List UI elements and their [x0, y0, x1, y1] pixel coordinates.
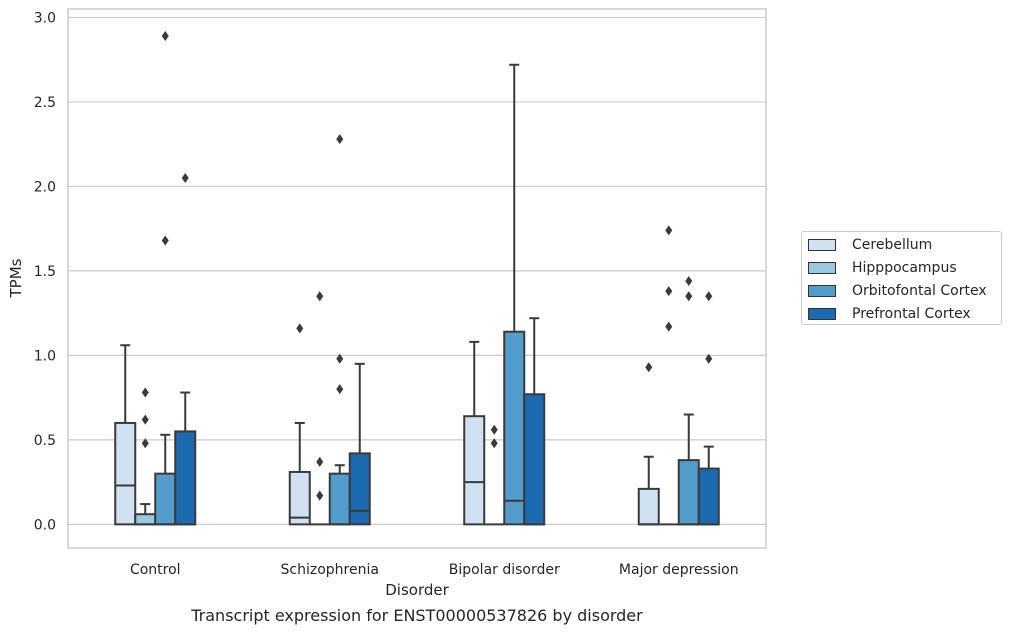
outlier-point	[161, 31, 169, 42]
box-1-0	[288, 323, 311, 526]
box-1-2	[328, 134, 351, 526]
outlier-point	[316, 291, 324, 302]
legend-label: Prefrontal Cortex	[852, 306, 971, 322]
outlier-point	[141, 438, 149, 449]
box	[134, 513, 157, 526]
y-tick-label: 1.5	[34, 264, 56, 280]
box-2-0	[463, 340, 486, 526]
outlier-point	[665, 286, 673, 297]
y-tick-label: 3.0	[34, 10, 56, 26]
outlier-point	[181, 172, 189, 183]
box-0-2	[154, 31, 177, 526]
outlier-point	[296, 323, 304, 334]
box-1-3	[348, 362, 371, 526]
box-groups	[114, 31, 720, 526]
box	[677, 459, 700, 526]
y-tick-label: 0.5	[34, 433, 56, 449]
outlier-point	[705, 353, 713, 364]
box	[503, 330, 526, 526]
outlier-point	[336, 134, 344, 145]
outlier-point	[490, 424, 498, 435]
box	[697, 467, 720, 526]
outlier-point	[316, 490, 324, 501]
x-tick-label: Bipolar disorder	[449, 562, 560, 578]
outlier-point	[336, 353, 344, 364]
box-0-3	[174, 172, 197, 526]
box-3-2	[677, 276, 700, 526]
x-tick-label: Schizophrenia	[281, 562, 379, 578]
outlier-point	[316, 456, 324, 467]
box	[523, 393, 546, 526]
outlier-point	[490, 438, 498, 449]
legend-swatch	[808, 308, 836, 320]
box-0-0	[114, 344, 137, 526]
outlier-point	[645, 362, 653, 373]
outlier-point	[685, 291, 693, 302]
legend-item: Prefrontal Cortex	[808, 305, 971, 323]
y-tick-labels: 0.0 0.5 1.0 1.5 2.0 2.5 3.0	[34, 10, 56, 533]
box-1-1	[309, 291, 330, 526]
legend-swatch	[808, 285, 836, 297]
legend-item: Orbitofontal Cortex	[808, 282, 987, 300]
y-tick-label: 2.5	[34, 95, 56, 111]
box-2-3	[523, 317, 546, 526]
y-tick-label: 2.0	[34, 179, 56, 195]
box-2-1	[484, 424, 505, 526]
box	[174, 430, 197, 526]
x-axis-label: Disorder	[385, 581, 449, 599]
gridlines	[68, 16, 766, 525]
outlier-point	[665, 321, 673, 332]
box	[348, 452, 371, 526]
box	[463, 415, 486, 526]
legend-label: Hipppocampus	[852, 260, 957, 276]
box	[288, 470, 311, 526]
box-3-0	[637, 362, 660, 526]
legend-label: Orbitofontal Cortex	[852, 283, 987, 299]
box	[154, 472, 177, 526]
outlier-point	[685, 276, 693, 287]
outlier-point	[336, 384, 344, 395]
y-axis-label: TPMs	[7, 258, 25, 298]
box-2-2	[503, 63, 526, 526]
box	[114, 421, 137, 526]
box	[637, 487, 660, 526]
outlier-point	[141, 414, 149, 425]
box	[328, 472, 351, 526]
box-0-1	[134, 387, 157, 526]
box-3-3	[697, 291, 720, 526]
legend-swatch	[808, 262, 836, 274]
legend-label: Cerebellum	[852, 237, 933, 253]
legend-item: Hipppocampus	[808, 259, 957, 277]
outlier-point	[141, 387, 149, 398]
outlier-point	[665, 225, 673, 236]
legend-item: Cerebellum	[808, 236, 932, 254]
legend-swatch	[808, 239, 836, 251]
x-tick-label: Major depression	[619, 562, 739, 578]
outlier-point	[705, 291, 713, 302]
legend: Cerebellum Hipppocampus Orbitofontal Corte…	[801, 231, 1002, 325]
x-tick-label: Control	[130, 562, 181, 578]
outlier-point	[161, 235, 169, 246]
figure-caption: Transcript expression for ENST0000053782…	[191, 606, 643, 625]
plot-frame	[67, 8, 767, 549]
y-tick-label: 1.0	[34, 348, 56, 364]
y-tick-label: 0.0	[34, 517, 56, 533]
box-3-1	[658, 225, 679, 526]
x-tick-labels: Control Schizophrenia Bipolar disorder Majo…	[130, 562, 739, 578]
